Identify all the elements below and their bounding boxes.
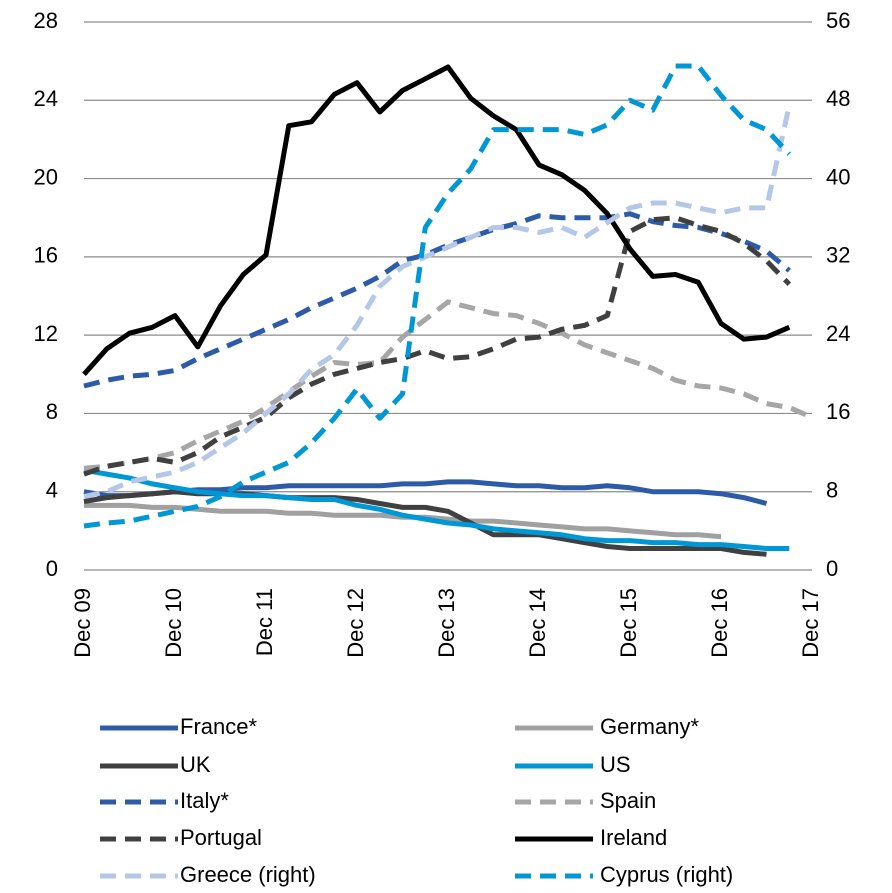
legend-label: Portugal (180, 825, 262, 850)
y2-tick-label: 40 (826, 164, 850, 189)
series-line (83, 211, 791, 389)
legend-label: US (600, 752, 631, 777)
legend-label: France* (180, 714, 257, 739)
y2-tick-label: 56 (826, 8, 850, 33)
series-line (82, 64, 791, 376)
y2-tick-label: 48 (826, 86, 850, 111)
series-line (83, 215, 792, 477)
y-tick-label: 0 (46, 556, 58, 581)
x-tick-label: Dec 12 (343, 588, 368, 658)
legend-label: Spain (600, 788, 656, 813)
x-tick-label: Dec 09 (70, 588, 95, 658)
y-tick-label: 20 (34, 164, 58, 189)
y2-tick-label: 16 (826, 399, 850, 424)
legend-label: Cyprus (right) (600, 862, 733, 887)
legend-label: Greece (right) (180, 862, 316, 887)
y-tick-label: 24 (34, 86, 58, 111)
series-line (84, 502, 722, 540)
series-line (83, 63, 792, 529)
y-tick-label: 8 (46, 399, 58, 424)
legend-label: Germany* (600, 714, 699, 739)
y-tick-label: 28 (34, 8, 58, 33)
y-tick-label: 12 (34, 321, 58, 346)
legend-label: Italy* (180, 788, 229, 813)
legend-label: Ireland (600, 825, 667, 850)
y2-tick-label: 8 (826, 478, 838, 503)
x-tick-label: Dec 10 (161, 588, 186, 658)
x-tick-label: Dec 17 (798, 588, 823, 658)
y-tick-label: 4 (46, 478, 58, 503)
x-tick-label: Dec 14 (525, 588, 550, 658)
x-tick-label: Dec 16 (707, 588, 732, 658)
legend-label: UK (180, 752, 211, 777)
x-tick-label: Dec 13 (434, 588, 459, 658)
x-tick-label: Dec 11 (252, 588, 277, 656)
y2-tick-label: 24 (826, 321, 850, 346)
series-line (83, 104, 792, 500)
y-tick-label: 16 (34, 243, 58, 268)
y2-tick-label: 0 (826, 556, 838, 581)
y2-tick-label: 32 (826, 243, 850, 268)
x-tick-label: Dec 15 (616, 588, 641, 658)
series-line (83, 299, 813, 471)
series-line (83, 467, 790, 551)
